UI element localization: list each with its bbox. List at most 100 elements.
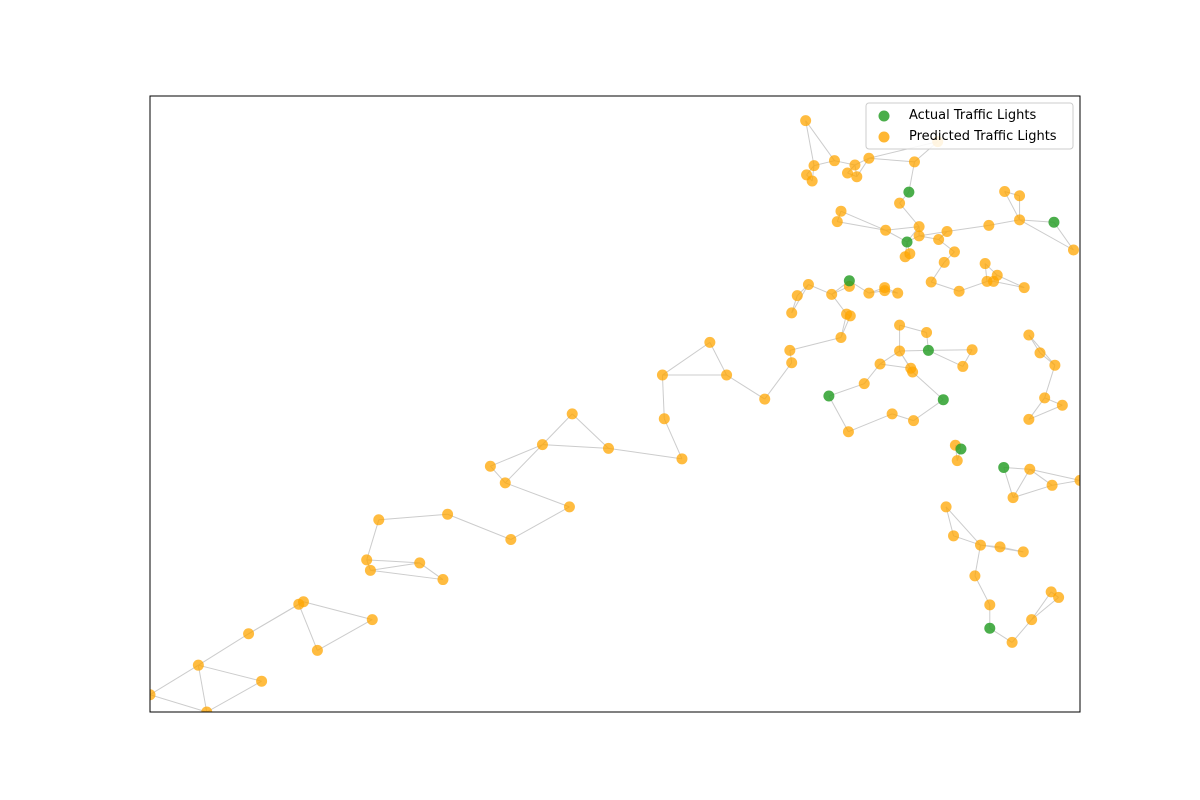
predicted-traffic-light-point	[1039, 392, 1051, 404]
predicted-traffic-light-point	[1034, 347, 1046, 359]
predicted-traffic-light-point	[879, 282, 891, 294]
predicted-traffic-light-point	[1049, 359, 1061, 371]
predicted-traffic-light-point	[801, 169, 813, 181]
predicted-traffic-light-point	[908, 156, 920, 168]
predicted-traffic-light-point	[1045, 586, 1057, 598]
predicted-traffic-light-point	[925, 276, 937, 288]
predicted-traffic-light-point	[863, 152, 875, 164]
road-edge	[805, 120, 815, 166]
road-edge	[913, 399, 944, 422]
predicted-traffic-light-point	[842, 426, 854, 438]
predicted-traffic-light-point	[983, 219, 995, 231]
predicted-traffic-light-point	[361, 554, 373, 566]
actual-traffic-light-point	[901, 236, 913, 248]
legend-marker-predicted	[878, 131, 890, 143]
road-edge	[885, 226, 920, 231]
predicted-traffic-light-point	[1067, 244, 1079, 256]
road-edge	[663, 418, 683, 460]
predicted-traffic-light-point	[1023, 329, 1035, 341]
predicted-traffic-light-point	[999, 185, 1011, 197]
predicted-traffic-light-point	[1074, 474, 1080, 486]
road-edge	[805, 120, 835, 161]
actual-traffic-light-point	[843, 275, 855, 287]
predicted-traffic-light-point	[948, 246, 960, 258]
road-edge	[1053, 221, 1074, 251]
legend-box	[865, 102, 1074, 150]
predicted-traffic-light-point	[921, 327, 933, 339]
predicted-traffic-light-point	[505, 534, 517, 546]
predicted-traffic-light-point	[842, 167, 853, 179]
road-edge	[848, 413, 893, 433]
road-edge	[490, 444, 543, 467]
road-edge	[510, 506, 570, 540]
road-edge	[1019, 219, 1074, 251]
predicted-traffic-light-point	[786, 307, 798, 319]
predicted-traffic-light-point	[979, 258, 991, 270]
road-edge	[1031, 591, 1052, 620]
road-edge	[206, 680, 262, 712]
predicted-traffic-light-point	[940, 501, 952, 513]
actual-traffic-light-point	[998, 461, 1010, 473]
predicted-traffic-light-point	[311, 644, 323, 656]
predicted-traffic-light-point	[373, 514, 385, 526]
road-edge	[912, 371, 944, 401]
road-edge	[542, 413, 573, 446]
predicted-traffic-light-point	[951, 455, 963, 467]
predicted-traffic-light-point	[1017, 546, 1029, 558]
predicted-traffic-light-point	[791, 290, 803, 302]
road-edge	[198, 664, 262, 682]
predicted-traffic-light-point	[808, 160, 820, 172]
road-edge	[608, 447, 683, 460]
road-edge	[1029, 468, 1080, 481]
road-edge	[571, 413, 609, 449]
predicted-traffic-light-point	[835, 205, 847, 217]
road-edge	[764, 362, 793, 400]
actual-traffic-light-point	[903, 186, 915, 198]
road-edge	[298, 604, 318, 651]
predicted-traffic-light-point	[1014, 214, 1026, 226]
predicted-traffic-light-point	[905, 362, 917, 374]
predicted-traffic-light-point	[1056, 399, 1068, 411]
predicted-traffic-light-point	[969, 570, 981, 582]
predicted-traffic-light-point	[201, 706, 213, 712]
predicted-traffic-light-point	[933, 234, 945, 246]
road-edge	[868, 157, 915, 163]
predicted-traffic-light-point	[1007, 492, 1019, 504]
predicted-traffic-light-point	[563, 501, 575, 513]
actual-traffic-light-point	[937, 394, 949, 406]
road-edge	[661, 375, 665, 419]
legend-label-actual: Actual Traffic Lights	[909, 108, 1036, 123]
predicted-traffic-light-point	[913, 221, 925, 233]
predicted-traffic-light-point	[886, 408, 898, 420]
road-edge	[504, 444, 543, 484]
road-edge	[370, 562, 420, 571]
road-edge	[828, 383, 865, 397]
predicted-traffic-light-point	[851, 171, 863, 183]
road-edge	[505, 482, 570, 508]
predicted-traffic-light-point	[676, 453, 688, 465]
predicted-traffic-light-point	[364, 564, 376, 576]
predicted-traffic-light-point	[704, 336, 716, 348]
predicted-traffic-light-point	[414, 557, 426, 569]
road-edge	[370, 569, 444, 581]
road-edge	[317, 619, 373, 651]
road-edge	[662, 341, 711, 376]
predicted-traffic-light-point	[786, 357, 798, 369]
road-edge	[789, 336, 842, 351]
road-edge	[928, 349, 964, 367]
predicted-traffic-light-point	[844, 310, 856, 322]
predicted-traffic-light-point	[802, 278, 814, 290]
predicted-traffic-light-point	[835, 331, 847, 343]
road-edge	[366, 519, 380, 560]
road-edge	[303, 601, 373, 621]
road-edge	[378, 513, 448, 521]
legend: Actual Traffic Lights Predicted Traffic …	[865, 102, 1074, 150]
road-edge	[447, 513, 512, 540]
predicted-traffic-light-point	[1026, 614, 1038, 626]
predicted-traffic-light-point	[826, 288, 838, 300]
predicted-traffic-light-point	[894, 319, 906, 331]
road-edge	[828, 395, 849, 432]
predicted-traffic-light-point	[437, 574, 449, 586]
predicted-traffic-light-point	[499, 477, 511, 489]
